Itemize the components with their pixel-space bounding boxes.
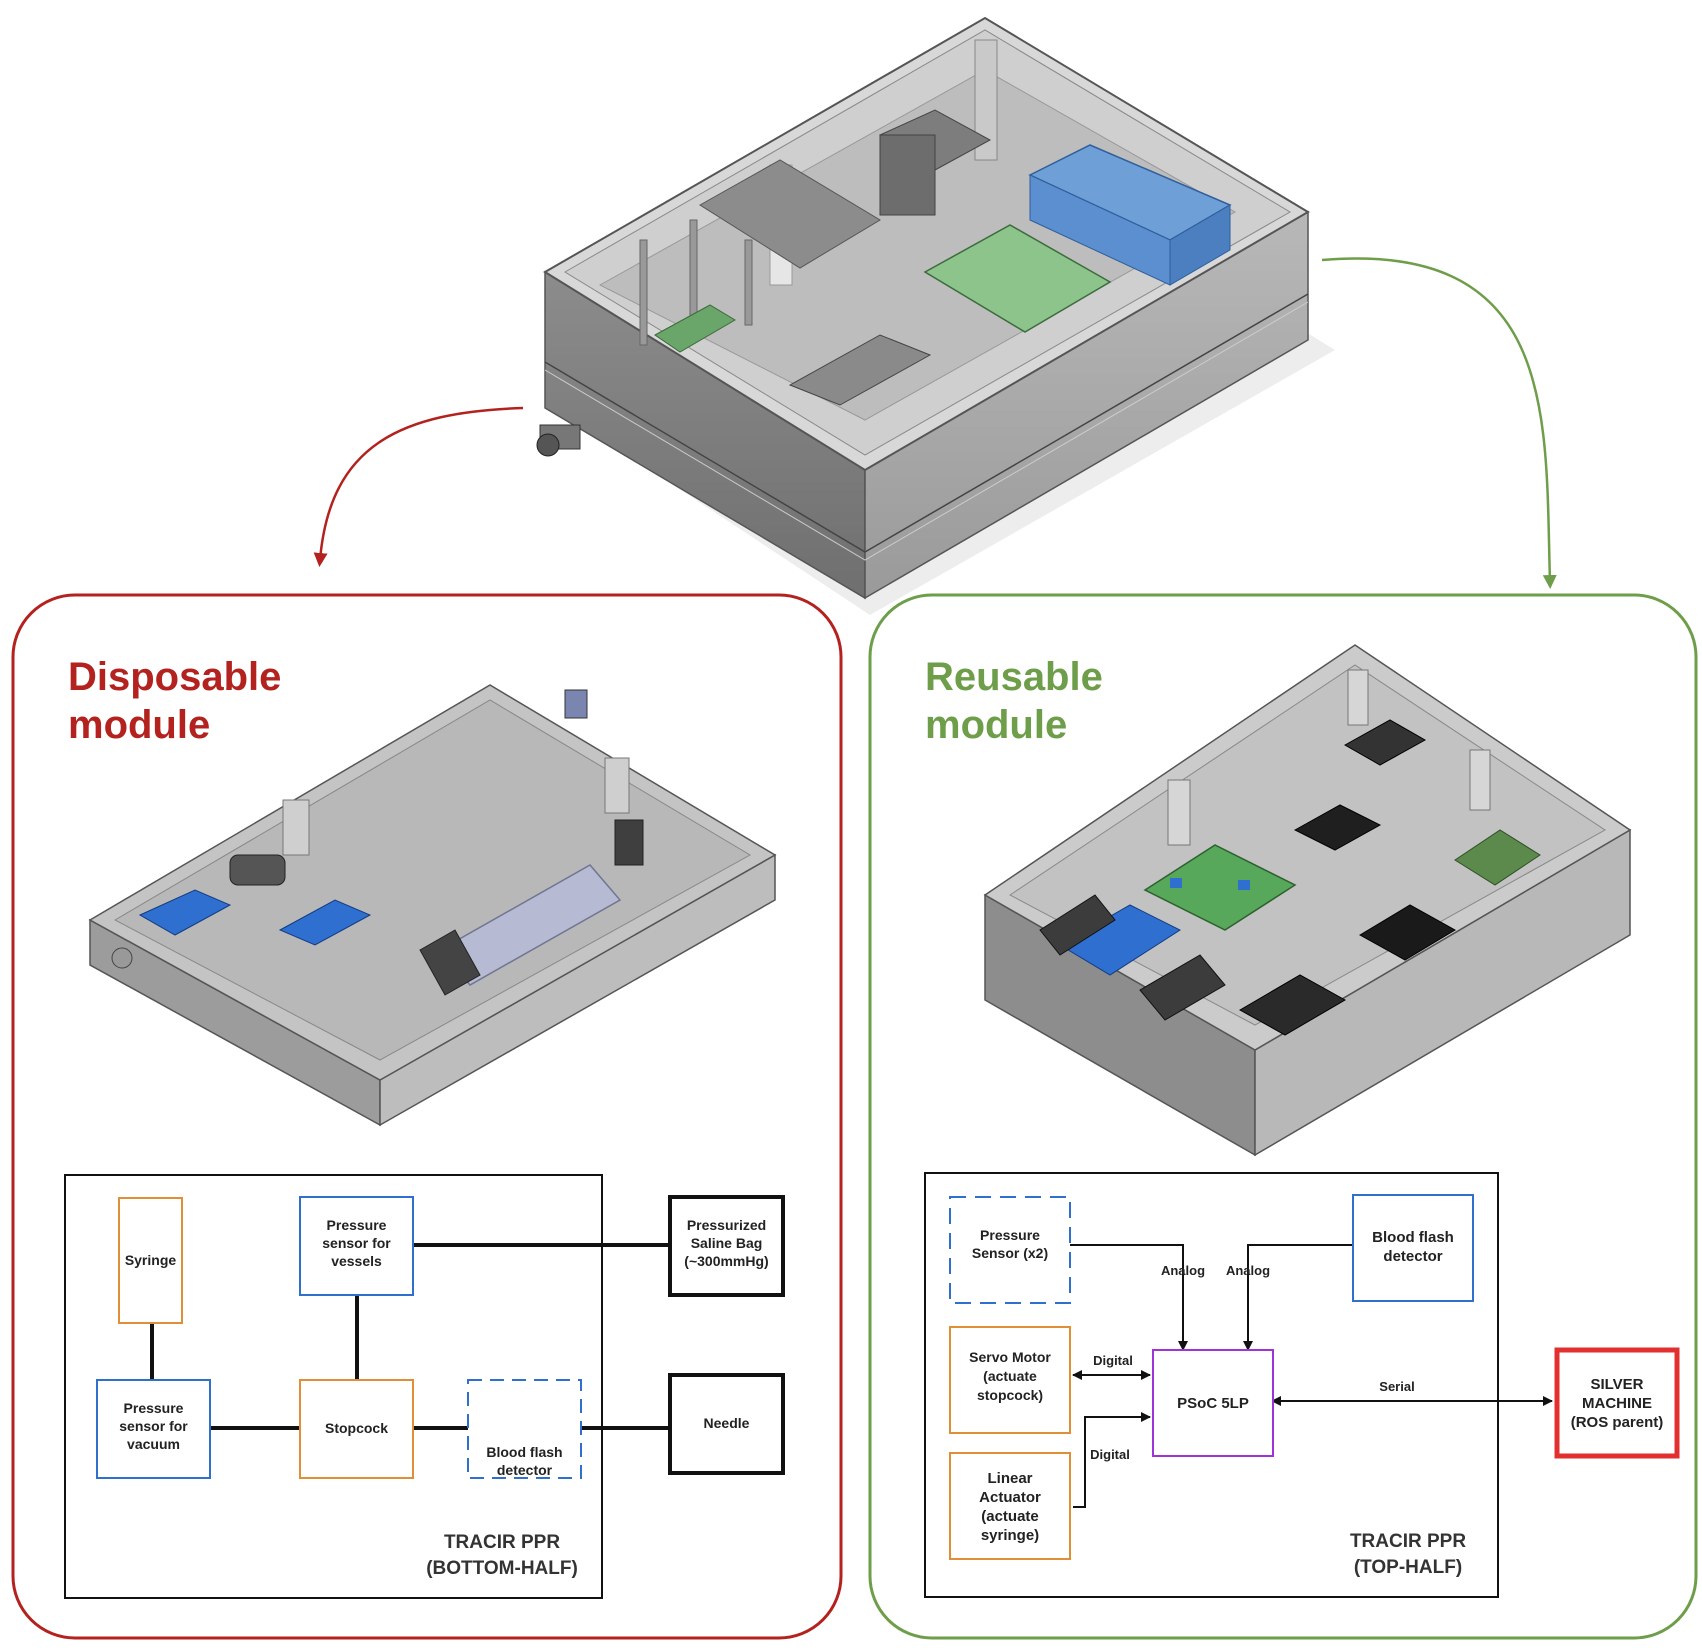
pressure-sensor-x2-box	[949, 1196, 1071, 1304]
linear-actuator-line1: Linear	[987, 1470, 1032, 1487]
silver-machine-line1: SILVER	[1590, 1376, 1643, 1393]
needle-label: Needle	[704, 1415, 750, 1431]
syringe-label: Syringe	[125, 1252, 177, 1268]
servo-motor-box	[949, 1326, 1071, 1434]
silver-machine-line3: (ROS parent)	[1571, 1414, 1664, 1431]
needle-box	[668, 1373, 785, 1475]
analog-label-left: Analog	[1161, 1263, 1205, 1278]
reusable-title-line2: module	[925, 703, 1067, 747]
arrow-to-reusable	[1321, 257, 1557, 589]
disposable-footer-line2: (BOTTOM-HALF)	[426, 1558, 578, 1579]
linear-actuator-box	[949, 1452, 1071, 1560]
saline-bag-box	[668, 1195, 785, 1297]
pressure-sensor-vessels-box	[299, 1196, 414, 1296]
reusable-blood-flash-box	[1352, 1194, 1474, 1302]
analog-label-right: Analog	[1226, 1263, 1270, 1278]
pressure-sensor-vacuum-box	[96, 1379, 211, 1479]
reusable-footer-line1: TRACIR PPR	[1350, 1531, 1466, 1552]
reusable-block-diagram: Pressure Sensor (x2) Blood flash detecto…	[924, 1172, 1680, 1598]
digital-label-bottom: Digital	[1090, 1447, 1130, 1462]
silver-machine-box	[1554, 1347, 1680, 1459]
disposable-diagram-frame	[64, 1174, 603, 1599]
servo-motor-line1: Servo Motor	[969, 1349, 1051, 1365]
analog-arrow-right	[1243, 1244, 1353, 1351]
servo-motor-line3: stopcock)	[977, 1387, 1043, 1403]
disposable-panel	[11, 593, 843, 1640]
servo-motor-line2: (actuate	[983, 1368, 1037, 1384]
saline-bag-line2: Saline Bag	[691, 1235, 763, 1251]
pressure-sensor-vacuum-line3: vacuum	[127, 1436, 180, 1452]
pressure-sensor-vessels-line1: Pressure	[327, 1217, 387, 1233]
linear-actuator-line2: Actuator	[979, 1489, 1041, 1506]
reusable-panel	[868, 593, 1698, 1640]
reusable-module-render	[983, 644, 1632, 1157]
reusable-diagram-frame	[924, 1172, 1499, 1598]
saline-bag-line1: Pressurized	[687, 1217, 766, 1233]
disposable-footer-line1: TRACIR PPR	[444, 1532, 560, 1553]
disposable-block-diagram: Syringe Pressure sensor for vessels Pres…	[64, 1174, 785, 1599]
digital-arrow-linear	[1073, 1412, 1151, 1508]
blood-flash-detector-line1: Blood flash	[486, 1444, 562, 1460]
arrow-to-disposable	[313, 406, 524, 567]
digital-label-top: Digital	[1093, 1353, 1133, 1368]
pressure-sensor-vessels-line3: vessels	[331, 1253, 382, 1269]
serial-label: Serial	[1379, 1379, 1414, 1394]
syringe-box	[118, 1197, 183, 1324]
pressure-sensor-vacuum-line2: sensor for	[119, 1418, 188, 1434]
psoc-box	[1152, 1349, 1274, 1457]
reusable-blood-flash-line1: Blood flash	[1372, 1229, 1454, 1246]
pressure-sensor-x2-line2: Sensor (x2)	[972, 1245, 1048, 1261]
assembled-enclosure-render	[536, 16, 1335, 615]
linear-actuator-line4: syringe)	[981, 1527, 1039, 1544]
reusable-title-line1: Reusable	[925, 655, 1103, 699]
stopcock-label: Stopcock	[325, 1420, 388, 1436]
silver-machine-line2: MACHINE	[1582, 1395, 1652, 1412]
blood-flash-detector-line2: detector	[497, 1462, 553, 1478]
blood-flash-detector-box	[467, 1379, 582, 1479]
reusable-blood-flash-line2: detector	[1383, 1248, 1442, 1265]
reusable-footer-line2: (TOP-HALF)	[1354, 1557, 1462, 1578]
pressure-sensor-vacuum-line1: Pressure	[124, 1400, 184, 1416]
pressure-sensor-x2-line1: Pressure	[980, 1227, 1040, 1243]
disposable-title-line2: module	[68, 703, 210, 747]
pressure-sensor-vessels-line2: sensor for	[322, 1235, 391, 1251]
stopcock-box	[299, 1379, 414, 1479]
psoc-label: PSoC 5LP	[1177, 1395, 1249, 1412]
saline-bag-line3: (~300mmHg)	[684, 1253, 768, 1269]
disposable-module-render	[88, 684, 777, 1127]
analog-arrow-left	[1070, 1244, 1188, 1351]
disposable-title-line1: Disposable	[68, 655, 281, 699]
linear-actuator-line3: (actuate	[981, 1508, 1039, 1525]
